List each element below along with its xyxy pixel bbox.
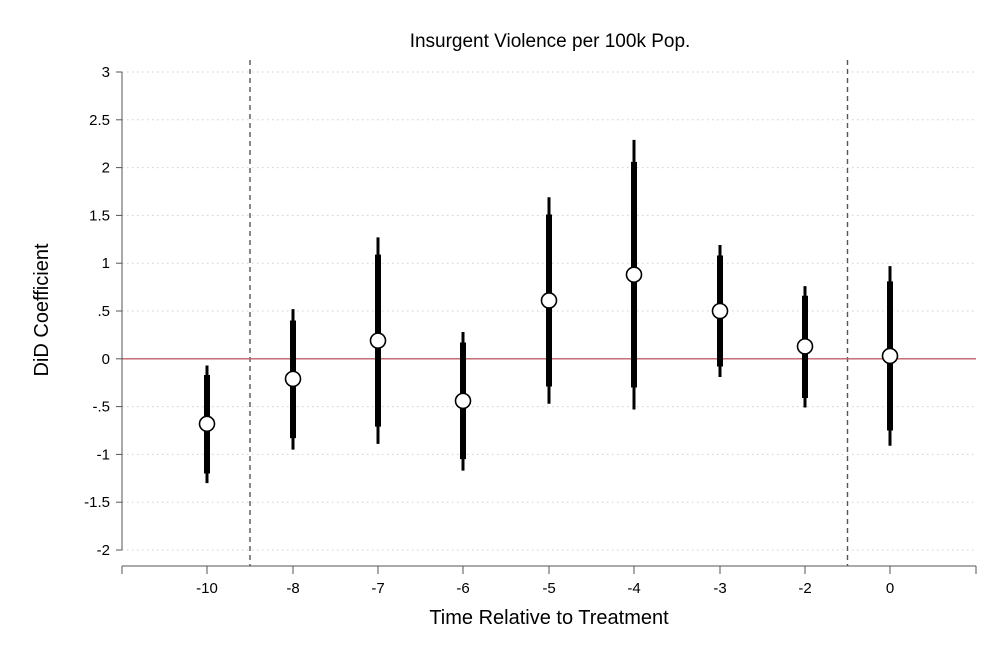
y-tick-label: 1 xyxy=(102,255,110,272)
x-tick-label: -6 xyxy=(456,580,469,597)
y-tick-label: -2 xyxy=(97,542,110,559)
y-tick-label: -1 xyxy=(97,446,110,463)
y-tick-label: 0 xyxy=(102,351,110,368)
x-tick-label: -2 xyxy=(798,580,811,597)
point-estimate xyxy=(711,302,729,320)
axes: -2 -1.5 -1 -.5 0 .5 1 1.5 2 2.5 3 -10 -8 -7 -6 -5 -4 -3 -2… xyxy=(84,64,977,597)
y-tick-label: -1.5 xyxy=(84,494,110,511)
x-tick-label: 0 xyxy=(886,580,894,597)
x-tick-label: -7 xyxy=(371,580,384,597)
point-estimate xyxy=(369,332,387,349)
chart-title: Insurgent Violence per 100k Pop. xyxy=(410,31,691,52)
y-tick-label: 1.5 xyxy=(89,207,110,224)
point-estimate xyxy=(625,266,643,283)
x-tick-label: -4 xyxy=(627,580,640,597)
point-estimate xyxy=(881,347,899,365)
x-tick-label: -8 xyxy=(286,580,299,597)
point-estimate xyxy=(198,415,216,433)
point-estimate xyxy=(540,292,558,309)
x-tick-label: -3 xyxy=(713,580,726,597)
y-tick-label: -.5 xyxy=(92,399,110,416)
y-axis-label: DiD Coefficient xyxy=(31,243,53,376)
x-tick-label: -10 xyxy=(196,580,218,597)
point-estimate xyxy=(796,338,814,355)
x-tick-label: -5 xyxy=(542,580,555,597)
y-tick-label: 2.5 xyxy=(89,112,110,129)
x-axis-label: Time Relative to Treatment xyxy=(429,607,669,629)
data-series xyxy=(198,139,899,484)
point-estimate xyxy=(284,370,302,388)
y-tick-label: 3 xyxy=(102,64,110,81)
y-tick-label: 2 xyxy=(102,160,110,177)
point-estimate xyxy=(454,392,472,410)
y-tick-label: .5 xyxy=(97,303,110,320)
